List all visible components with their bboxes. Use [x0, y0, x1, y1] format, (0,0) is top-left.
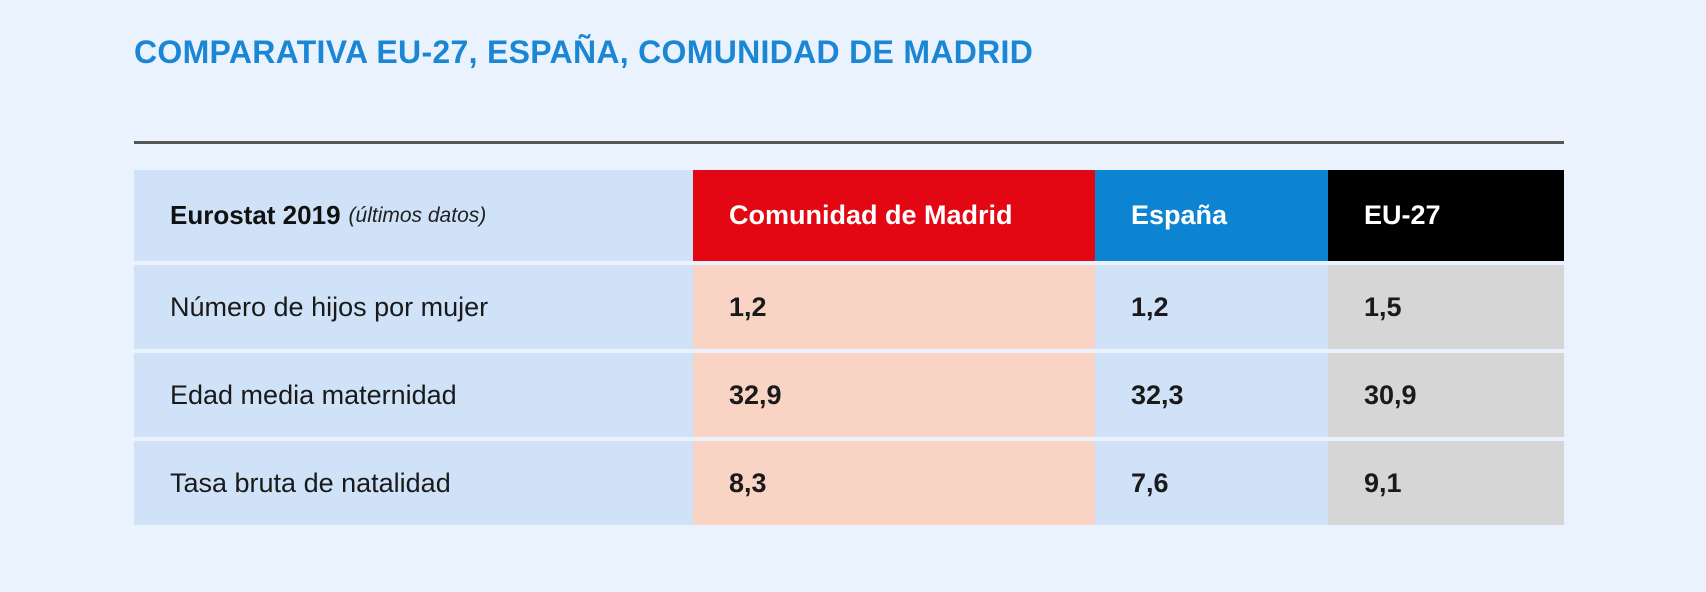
cell-madrid: 32,9 — [693, 353, 1095, 437]
cell-eu27: 1,5 — [1328, 265, 1564, 349]
column-header-eu27: EU-27 — [1328, 170, 1564, 261]
table-row: Tasa bruta de natalidad 8,3 7,6 9,1 — [134, 441, 1564, 525]
table-row: Número de hijos por mujer 1,2 1,2 1,5 — [134, 265, 1564, 349]
cell-spain: 7,6 — [1095, 441, 1328, 525]
title-divider — [134, 141, 1564, 144]
comparison-table: Eurostat 2019 (últimos datos) Comunidad … — [134, 170, 1564, 529]
row-label: Edad media maternidad — [134, 353, 693, 437]
cell-spain: 1,2 — [1095, 265, 1328, 349]
header-label: Eurostat 2019 — [170, 200, 341, 230]
header-label-sub: (últimos datos) — [348, 203, 487, 227]
cell-madrid: 1,2 — [693, 265, 1095, 349]
cell-eu27: 9,1 — [1328, 441, 1564, 525]
row-label: Número de hijos por mujer — [134, 265, 693, 349]
table-header-row: Eurostat 2019 (últimos datos) Comunidad … — [134, 170, 1564, 261]
row-label: Tasa bruta de natalidad — [134, 441, 693, 525]
header-label-cell: Eurostat 2019 (últimos datos) — [134, 170, 693, 261]
page-title: COMPARATIVA EU-27, ESPAÑA, COMUNIDAD DE … — [134, 34, 1034, 70]
cell-spain: 32,3 — [1095, 353, 1328, 437]
cell-eu27: 30,9 — [1328, 353, 1564, 437]
column-header-madrid: Comunidad de Madrid — [693, 170, 1095, 261]
table-row: Edad media maternidad 32,9 32,3 30,9 — [134, 353, 1564, 437]
column-header-spain: España — [1095, 170, 1328, 261]
cell-madrid: 8,3 — [693, 441, 1095, 525]
